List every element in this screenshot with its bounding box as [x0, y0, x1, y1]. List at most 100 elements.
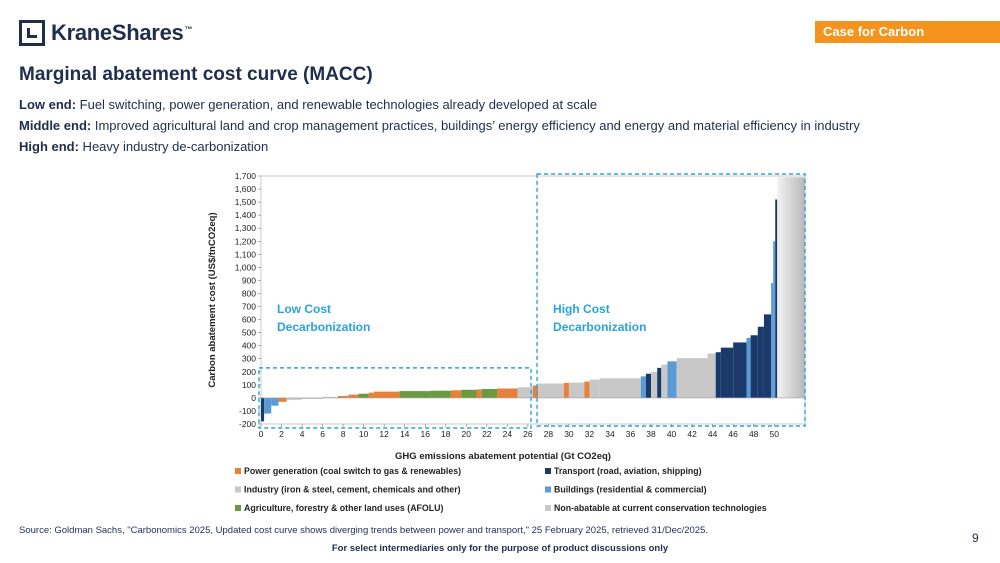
- annotation-region: [536, 173, 806, 427]
- macc-bar-industry: [589, 379, 600, 398]
- macc-bar-transport: [645, 373, 652, 398]
- x-tick-label: 40: [667, 429, 677, 439]
- macc-bar-industry: [676, 358, 708, 398]
- y-tick-label: 1,600: [235, 184, 257, 194]
- macc-bar-industry: [286, 397, 303, 400]
- macc-bar-afolu: [461, 389, 477, 398]
- macc-bar-buildings: [771, 283, 774, 398]
- x-tick-label: 10: [359, 429, 369, 439]
- y-tick-label: 700: [242, 302, 256, 312]
- annotation-label: High Cost: [553, 302, 610, 316]
- high-end-text: Heavy industry de-carbonization: [78, 139, 269, 154]
- macc-bar-buildings: [640, 376, 646, 398]
- x-tick-label: 34: [605, 429, 615, 439]
- y-tick-label: 400: [242, 341, 256, 351]
- macc-bar-transport: [775, 199, 778, 398]
- legend-swatch-transport: [545, 468, 551, 474]
- macc-bar-buildings: [271, 397, 279, 406]
- macc-bar-afolu: [358, 393, 369, 398]
- disclaimer-footer: For select intermediaries only for the p…: [331, 543, 669, 554]
- legend-label-buildings: Buildings (residential & commercial): [554, 485, 707, 495]
- macc-bar-power: [450, 390, 462, 398]
- macc-bar-afolu: [399, 391, 431, 398]
- low-end-point: Low end: Fuel switching, power generatio…: [19, 96, 860, 117]
- macc-bar-power: [533, 385, 539, 398]
- y-tick-label: 1,700: [235, 171, 257, 181]
- legend-swatch-nonabatable: [545, 505, 551, 511]
- y-tick-label: -200: [239, 419, 256, 429]
- high-end-point: High end: Heavy industry de-carbonizatio…: [19, 138, 860, 159]
- y-tick-label: 1,100: [235, 249, 257, 259]
- annotation-label: Decarbonization: [277, 320, 370, 334]
- middle-end-point: Middle end: Improved agricultural land a…: [19, 117, 860, 138]
- macc-chart: -200 -100 0 100 200 300 400 500 600 700 800 900 1,00…: [203, 158, 818, 523]
- legend-label-transport: Transport (road, aviation, shipping): [554, 466, 702, 476]
- x-tick-label: 46: [728, 429, 738, 439]
- y-tick-label: 100: [242, 380, 256, 390]
- x-tick-label: 18: [441, 429, 451, 439]
- y-tick-label: -100: [239, 406, 256, 416]
- macc-bar-power: [337, 395, 349, 398]
- macc-bar-buildings: [773, 241, 776, 398]
- y-tick-label: 500: [242, 328, 256, 338]
- macc-bar-industry: [538, 383, 564, 398]
- annotation-label: Decarbonization: [553, 320, 646, 334]
- x-tick-label: 16: [420, 429, 430, 439]
- x-tick-label: 32: [585, 429, 595, 439]
- x-tick-label: 36: [626, 429, 636, 439]
- kraneshares-logo-mark: [19, 20, 45, 46]
- middle-end-label: Middle end:: [19, 118, 92, 133]
- page-title: Marginal abatement cost curve (MACC): [19, 64, 373, 85]
- page-number: 9: [972, 531, 979, 545]
- macc-bar-transport: [720, 347, 734, 398]
- key-points: Low end: Fuel switching, power generatio…: [19, 96, 860, 159]
- macc-bar-transport: [261, 397, 265, 422]
- x-tick-label: 4: [300, 429, 305, 439]
- section-tag: Case for Carbon: [815, 21, 1000, 43]
- annotation-label: Low Cost: [277, 302, 331, 316]
- legend-label-industry: Industry (iron & steel, cement, chemical…: [244, 485, 461, 495]
- y-axis-title: Carbon abatement cost (US$/tnCO2eq): [207, 212, 218, 387]
- kraneshares-logo: KraneShares™: [19, 19, 192, 47]
- macc-bar-buildings: [746, 337, 751, 398]
- macc-bar-industry: [661, 364, 668, 398]
- legend-label-power: Power generation (coal switch to gas & r…: [244, 466, 461, 476]
- legend-swatch-buildings: [545, 486, 551, 493]
- x-tick-label: 8: [341, 429, 346, 439]
- x-tick-label: 38: [646, 429, 656, 439]
- macc-bar-power: [497, 388, 518, 398]
- logo-text: KraneShares™: [51, 20, 193, 45]
- x-tick-label: 2: [279, 429, 284, 439]
- macc-bar-industry: [568, 382, 585, 398]
- annotation-region: [258, 367, 532, 429]
- high-end-label: High end:: [19, 139, 79, 154]
- macc-bar-power: [584, 381, 590, 398]
- x-tick-label: 42: [687, 429, 697, 439]
- low-end-label: Low end:: [19, 97, 77, 112]
- macc-bar-power: [563, 382, 569, 398]
- macc-bar-afolu: [430, 390, 451, 398]
- x-axis-title: GHG emissions abatement potential (Gt CO…: [395, 451, 611, 462]
- x-tick-label: 12: [379, 429, 389, 439]
- x-tick-label: 44: [708, 429, 718, 439]
- macc-bar-industry: [599, 378, 641, 398]
- macc-bar-transport: [757, 326, 764, 398]
- low-end-text: Fuel switching, power generation, and re…: [76, 97, 598, 112]
- macc-bar-power: [348, 394, 359, 398]
- y-tick-label: 200: [242, 367, 256, 377]
- legend-swatch-industry: [235, 486, 241, 493]
- legend-swatch-power: [235, 468, 241, 474]
- macc-bar-transport: [715, 352, 721, 398]
- macc-bar-transport: [763, 314, 772, 398]
- x-tick-label: 26: [523, 429, 533, 439]
- y-tick-label: 900: [242, 275, 256, 285]
- macc-bar-industry: [322, 396, 338, 398]
- y-tick-label: 600: [242, 315, 256, 325]
- y-tick-label: 800: [242, 288, 256, 298]
- macc-bar-power: [476, 389, 482, 398]
- macc-bar-afolu: [481, 389, 498, 398]
- x-tick-label: 0: [259, 429, 264, 439]
- x-tick-label: 48: [749, 429, 759, 439]
- y-tick-label: 0: [251, 393, 256, 403]
- macc-chart-svg: -200-10001002003004005006007008009001,00…: [207, 171, 806, 513]
